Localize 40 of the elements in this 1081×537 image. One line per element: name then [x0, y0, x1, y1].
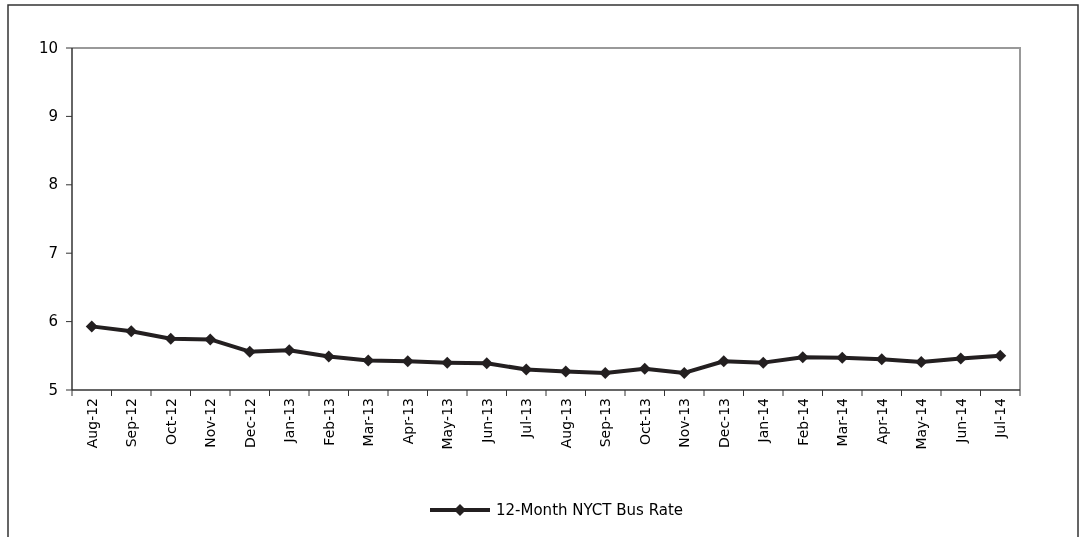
x-tick-label: Nov-12 [202, 398, 219, 448]
x-tick-label: Dec-13 [715, 398, 732, 448]
y-tick-label: 7 [48, 243, 58, 262]
x-tick-label: Feb-14 [794, 397, 811, 446]
y-tick-label: 8 [48, 175, 58, 194]
point [717, 355, 730, 368]
x-tick-label: Jul-13 [518, 398, 535, 439]
point [757, 356, 770, 369]
x-tick-label: Feb-13 [320, 398, 337, 446]
point [243, 345, 256, 358]
point [678, 366, 691, 379]
y-tick-label: 5 [48, 380, 58, 399]
x-tick-label: Mar-14 [834, 397, 851, 447]
x-tick-label: Oct-12 [162, 398, 179, 446]
x-tick-label: Jun-14 [952, 397, 969, 444]
x-tick-label: Sep-12 [123, 398, 140, 448]
x-tick-label: Apr-13 [399, 398, 416, 445]
x-tick-label: Jun-13 [478, 398, 495, 444]
x-tick-label: Aug-12 [83, 398, 100, 449]
point [994, 349, 1007, 362]
x-tick-label: Apr-14 [873, 397, 890, 445]
legend-label: 12-Month NYCT Bus Rate [496, 500, 684, 519]
y-tick-label: 6 [48, 312, 58, 331]
y-tick-label: 10 [38, 38, 58, 57]
x-tick-label: Aug-13 [557, 398, 574, 449]
x-tick-label: Jan-14 [755, 397, 772, 444]
x-tick-label: Nov-13 [676, 398, 693, 448]
point [85, 320, 98, 333]
x-tick-label: Mar-13 [360, 398, 377, 447]
x-tick-label: Jan-13 [281, 398, 298, 444]
point [322, 350, 335, 363]
x-tick-label: May-14 [913, 397, 930, 450]
x-tick-label: May-13 [439, 398, 456, 450]
x-tick-label: Dec-12 [241, 398, 258, 448]
y-tick-label: 9 [48, 106, 58, 125]
point [638, 362, 651, 375]
x-tick-label: Oct-13 [636, 398, 653, 446]
x-tick-label: Sep-13 [597, 398, 614, 448]
point [125, 325, 138, 338]
x-tick-label: Jul-14 [992, 397, 1009, 439]
